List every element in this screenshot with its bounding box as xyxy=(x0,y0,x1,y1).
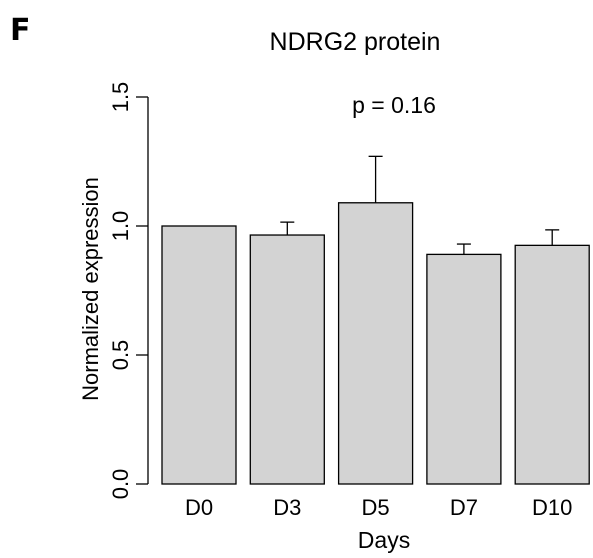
chart-title: NDRG2 protein xyxy=(270,28,441,56)
p-value-annotation: p = 0.16 xyxy=(352,92,436,118)
y-tick-label-0: 0.0 xyxy=(108,469,133,500)
bar-D5 xyxy=(337,202,414,485)
panel-label: F xyxy=(10,13,31,48)
x-tick-label-D3: D3 xyxy=(273,495,301,520)
x-tick-label-D5: D5 xyxy=(362,495,390,520)
bar-D10 xyxy=(514,244,590,485)
y-tick-label-1: 0.5 xyxy=(108,340,133,371)
bar-D3 xyxy=(249,234,325,485)
x-tick-label-D0: D0 xyxy=(185,495,213,520)
x-axis-label: Days xyxy=(358,527,410,553)
x-tick-labels: D0 D3 D5 D7 D10 xyxy=(185,495,572,520)
x-tick-label-D10: D10 xyxy=(532,495,572,520)
bars-group xyxy=(161,155,590,485)
y-axis-label: Normalized expression xyxy=(78,177,103,401)
bar-D0 xyxy=(161,225,237,485)
y-axis: 0.0 0.5 1.0 1.5 xyxy=(108,82,149,500)
y-tick-label-3: 1.5 xyxy=(108,82,133,113)
x-tick-label-D7: D7 xyxy=(450,495,478,520)
bar-D7 xyxy=(426,253,502,485)
y-tick-label-2: 1.0 xyxy=(108,211,133,242)
